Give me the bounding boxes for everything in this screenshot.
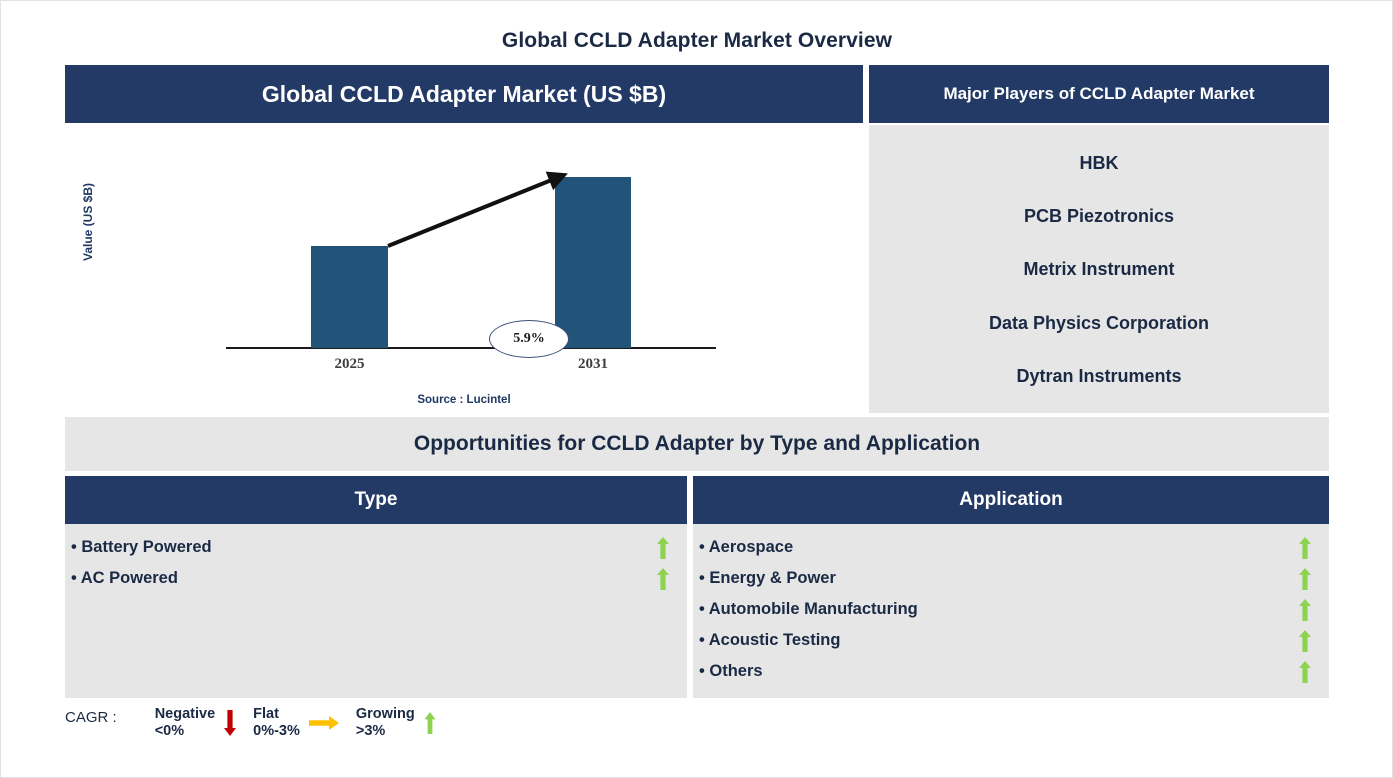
legend-flat-range: 0%-3% xyxy=(253,723,300,739)
opportunities-banner: Opportunities for CCLD Adapter by Type a… xyxy=(65,417,1329,471)
application-item-label: • Acoustic Testing xyxy=(699,631,841,649)
legend-flat-glyph xyxy=(308,706,339,740)
application-item-label: • Automobile Manufacturing xyxy=(699,600,918,618)
type-item-label: • Battery Powered xyxy=(71,538,212,556)
legend-flat-name: Flat xyxy=(253,706,279,722)
chart-source-label: Source : Lucintel xyxy=(417,394,511,406)
application-item-label: • Energy & Power xyxy=(699,569,836,587)
legend-item-flat: Flat 0%-3% xyxy=(253,706,342,740)
players-panel-header: Major Players of CCLD Adapter Market xyxy=(869,65,1329,123)
bar-2025 xyxy=(311,246,388,348)
application-column-body: • Aerospace • Energy & Power • Automobil… xyxy=(693,524,1329,698)
arrow-up-icon xyxy=(1299,629,1311,652)
page-title: Global CCLD Adapter Market Overview xyxy=(501,29,893,52)
cagr-callout: 5.9% xyxy=(489,320,569,358)
player-item: Dytran Instruments xyxy=(1016,365,1182,386)
arrow-up-icon xyxy=(1299,536,1311,559)
type-column-header: Type xyxy=(65,476,687,524)
chart-panel-header: Global CCLD Adapter Market (US $B) xyxy=(65,65,863,123)
list-item: • Others xyxy=(693,656,1329,687)
player-item: Data Physics Corporation xyxy=(988,312,1210,333)
chart-tick-label-2025: 2025 xyxy=(334,356,365,372)
arrow-up-icon xyxy=(657,567,669,590)
list-item: • Acoustic Testing xyxy=(693,625,1329,656)
legend-negative-glyph xyxy=(224,706,237,740)
legend-item-negative: Negative <0% xyxy=(155,706,239,740)
legend-growing-range: >3% xyxy=(355,723,386,739)
legend-item-growing: Growing >3% xyxy=(356,706,439,740)
cagr-legend: CAGR : Negative <0% Flat 0%-3% xyxy=(65,706,765,756)
chart-panel-body: Value (US $B) 5.9% 2025 2031 Source : Lu… xyxy=(65,123,863,413)
arrow-up-icon xyxy=(424,712,436,734)
type-column-body: • Battery Powered • AC Powered xyxy=(65,524,687,698)
legend-growing-text: Growing >3% xyxy=(356,706,415,740)
legend-negative-name: Negative xyxy=(154,706,216,722)
arrow-down-icon xyxy=(224,710,237,736)
type-item-label: • AC Powered xyxy=(71,569,178,587)
bar-chart xyxy=(226,171,716,349)
growth-arrow-icon xyxy=(387,171,568,248)
legend-growing-name: Growing xyxy=(355,706,415,722)
cagr-legend-title: CAGR : xyxy=(65,709,117,726)
bar-2031 xyxy=(555,177,631,348)
arrow-up-icon xyxy=(1299,567,1311,590)
application-item-label: • Others xyxy=(699,662,763,680)
player-item: HBK xyxy=(1079,153,1119,174)
list-item: • Automobile Manufacturing xyxy=(693,594,1329,625)
legend-growing-glyph xyxy=(424,706,436,740)
list-item: • Battery Powered xyxy=(65,532,687,563)
list-item: • Energy & Power xyxy=(693,563,1329,594)
arrow-right-icon xyxy=(308,716,339,730)
legend-negative-text: Negative <0% xyxy=(155,706,215,740)
player-item: Metrix Instrument xyxy=(1023,259,1175,280)
arrow-up-icon xyxy=(1299,598,1311,621)
players-list: HBK PCB Piezotronics Metrix Instrument D… xyxy=(869,125,1329,413)
application-column-header: Application xyxy=(693,476,1329,524)
application-item-label: • Aerospace xyxy=(699,538,794,556)
arrow-up-icon xyxy=(1299,660,1311,683)
legend-flat-text: Flat 0%-3% xyxy=(253,706,300,740)
chart-tick-label-2031: 2031 xyxy=(578,356,608,372)
legend-negative-range: <0% xyxy=(154,723,185,739)
list-item: • Aerospace xyxy=(693,532,1329,563)
arrow-up-icon xyxy=(657,536,669,559)
player-item: PCB Piezotronics xyxy=(1023,206,1175,227)
list-item: • AC Powered xyxy=(65,563,687,594)
